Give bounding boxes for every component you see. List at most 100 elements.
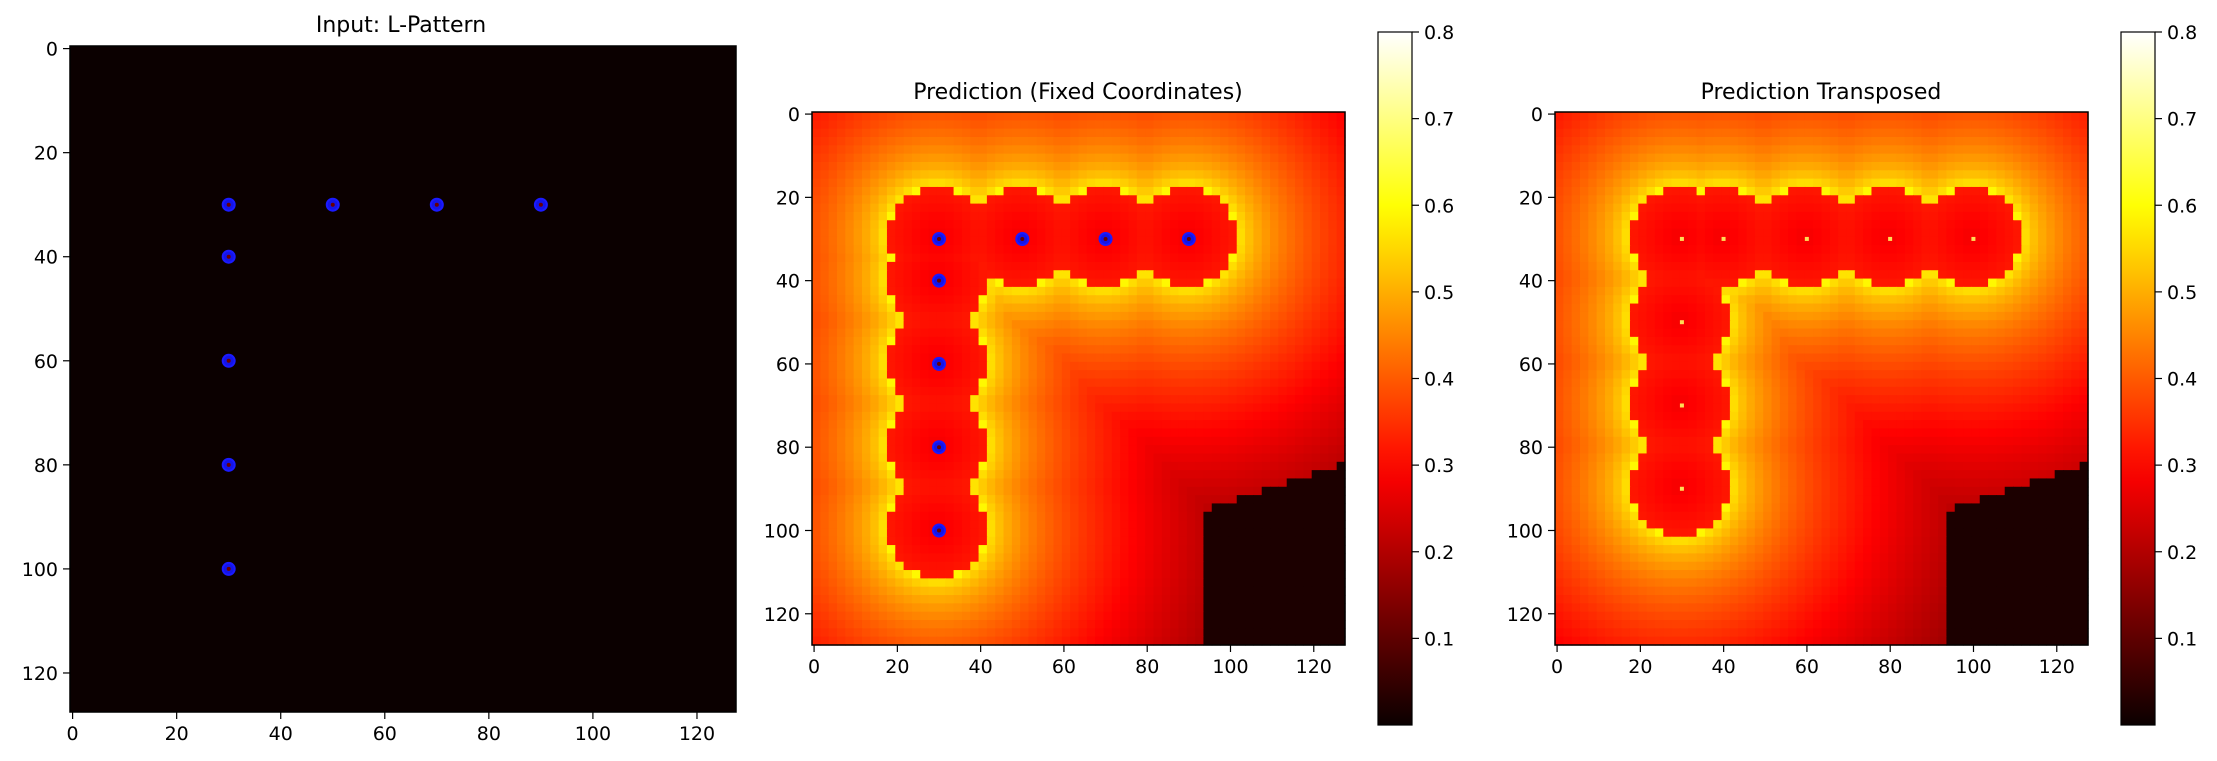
heatmap-cell bbox=[870, 211, 880, 221]
heatmap-cell bbox=[1061, 245, 1071, 255]
heatmap-cell bbox=[828, 445, 838, 455]
heatmap-cell bbox=[961, 195, 971, 205]
heatmap-cell bbox=[812, 270, 821, 280]
heatmap-cell bbox=[836, 520, 846, 530]
heatmap-cell bbox=[870, 386, 880, 396]
heatmap-cell bbox=[1086, 270, 1096, 280]
heatmap-cell bbox=[1128, 503, 1138, 513]
heatmap-cell bbox=[1070, 520, 1080, 530]
heatmap-cell bbox=[1236, 345, 1246, 355]
heatmap-cell bbox=[1328, 486, 1338, 496]
heatmap-cell bbox=[1186, 153, 1196, 163]
heatmap-cell bbox=[970, 195, 980, 205]
heatmap-cell bbox=[1996, 186, 2006, 196]
heatmap-cell bbox=[945, 620, 955, 629]
heatmap-cell bbox=[1195, 578, 1205, 588]
heatmap-cell bbox=[970, 128, 980, 138]
heatmap-cell bbox=[1186, 286, 1196, 296]
heatmap-cell bbox=[1328, 311, 1338, 321]
heatmap-cell bbox=[995, 470, 1005, 480]
heatmap-cell bbox=[812, 253, 821, 263]
heatmap-cell bbox=[1721, 178, 1731, 188]
heatmap-cell bbox=[1788, 170, 1798, 180]
heatmap-cell bbox=[845, 420, 855, 430]
heatmap-cell bbox=[1328, 228, 1338, 238]
heatmap-cell bbox=[1120, 478, 1130, 488]
heatmap-cell bbox=[1261, 286, 1271, 296]
heatmap-cell bbox=[1195, 511, 1205, 521]
heatmap-cell bbox=[895, 570, 905, 579]
heatmap-cell bbox=[1186, 561, 1196, 571]
heatmap-cell bbox=[928, 428, 938, 438]
heatmap-cell bbox=[1320, 228, 1329, 238]
heatmap-cell bbox=[2046, 178, 2056, 188]
heatmap-cell bbox=[1303, 228, 1313, 238]
heatmap-cell bbox=[1336, 120, 1346, 130]
heatmap-cell bbox=[961, 378, 971, 388]
heatmap-cell bbox=[1671, 170, 1681, 180]
heatmap-cell bbox=[920, 211, 930, 221]
heatmap-cell bbox=[1278, 395, 1288, 405]
heatmap-cell bbox=[1746, 136, 1756, 146]
heatmap-cell bbox=[953, 311, 963, 321]
heatmap-cell bbox=[1186, 395, 1196, 405]
heatmap-cell bbox=[1638, 195, 1648, 205]
heatmap-cell bbox=[1320, 528, 1329, 538]
heatmap-cell bbox=[1253, 336, 1263, 346]
heatmap-cell bbox=[1086, 403, 1096, 413]
heatmap-cell bbox=[911, 378, 921, 388]
heatmap-cell bbox=[1211, 286, 1221, 296]
heatmap-cell bbox=[2021, 136, 2031, 146]
heatmap-cell bbox=[2029, 136, 2039, 146]
heatmap-cell bbox=[1286, 378, 1296, 388]
heatmap-cell bbox=[1320, 203, 1329, 213]
heatmap-cell bbox=[1111, 161, 1121, 171]
heatmap-cell bbox=[1646, 186, 1656, 196]
heatmap-cell bbox=[928, 495, 938, 505]
heatmap-cell bbox=[995, 261, 1005, 271]
heatmap-cell bbox=[1946, 203, 1956, 213]
heatmap-cell bbox=[920, 236, 930, 246]
heatmap-cell bbox=[1061, 203, 1071, 213]
heatmap-cell bbox=[2071, 112, 2081, 121]
heatmap-cell bbox=[1061, 270, 1071, 280]
heatmap-cell bbox=[1045, 611, 1055, 621]
heatmap-cell bbox=[1245, 461, 1254, 471]
heatmap-cell bbox=[1896, 145, 1906, 155]
marker-center bbox=[1103, 237, 1108, 242]
heatmap-cell bbox=[1036, 445, 1046, 455]
heatmap-cell bbox=[1028, 553, 1038, 563]
heatmap-cell bbox=[1061, 320, 1071, 330]
heatmap-cell bbox=[1236, 295, 1246, 305]
heatmap-cell bbox=[861, 636, 871, 646]
heatmap-cell bbox=[1011, 178, 1021, 188]
heatmap-cell bbox=[1596, 186, 1606, 196]
heatmap-cell bbox=[995, 328, 1005, 338]
heatmap-cell bbox=[1253, 603, 1263, 613]
heatmap-cell bbox=[1821, 136, 1831, 146]
heatmap-cell bbox=[1153, 128, 1163, 138]
heatmap-cell bbox=[1913, 170, 1923, 180]
heatmap-cell bbox=[1245, 211, 1254, 221]
y-tick-label: 40 bbox=[34, 247, 58, 269]
heatmap-cell bbox=[878, 570, 888, 579]
heatmap-cell bbox=[1328, 112, 1338, 121]
heatmap-cell bbox=[1971, 203, 1981, 213]
heatmap-cell bbox=[861, 470, 871, 480]
heatmap-cell bbox=[1211, 386, 1221, 396]
heatmap-cell bbox=[1178, 378, 1188, 388]
heatmap-cell bbox=[1028, 203, 1038, 213]
heatmap-cell bbox=[1336, 353, 1346, 363]
heatmap-cell bbox=[1036, 386, 1046, 396]
heatmap-cell bbox=[1120, 570, 1130, 579]
heatmap-cell bbox=[1036, 470, 1046, 480]
heatmap-cell bbox=[878, 361, 888, 371]
heatmap-cell bbox=[1253, 595, 1263, 604]
heatmap-cell bbox=[1704, 145, 1714, 155]
heatmap-cell bbox=[903, 428, 913, 438]
heatmap-cell bbox=[1896, 186, 1906, 196]
heatmap-cell bbox=[1045, 145, 1055, 155]
heatmap-cell bbox=[986, 503, 996, 513]
heatmap-cell bbox=[1178, 478, 1188, 488]
heatmap-cell bbox=[1921, 112, 1931, 121]
